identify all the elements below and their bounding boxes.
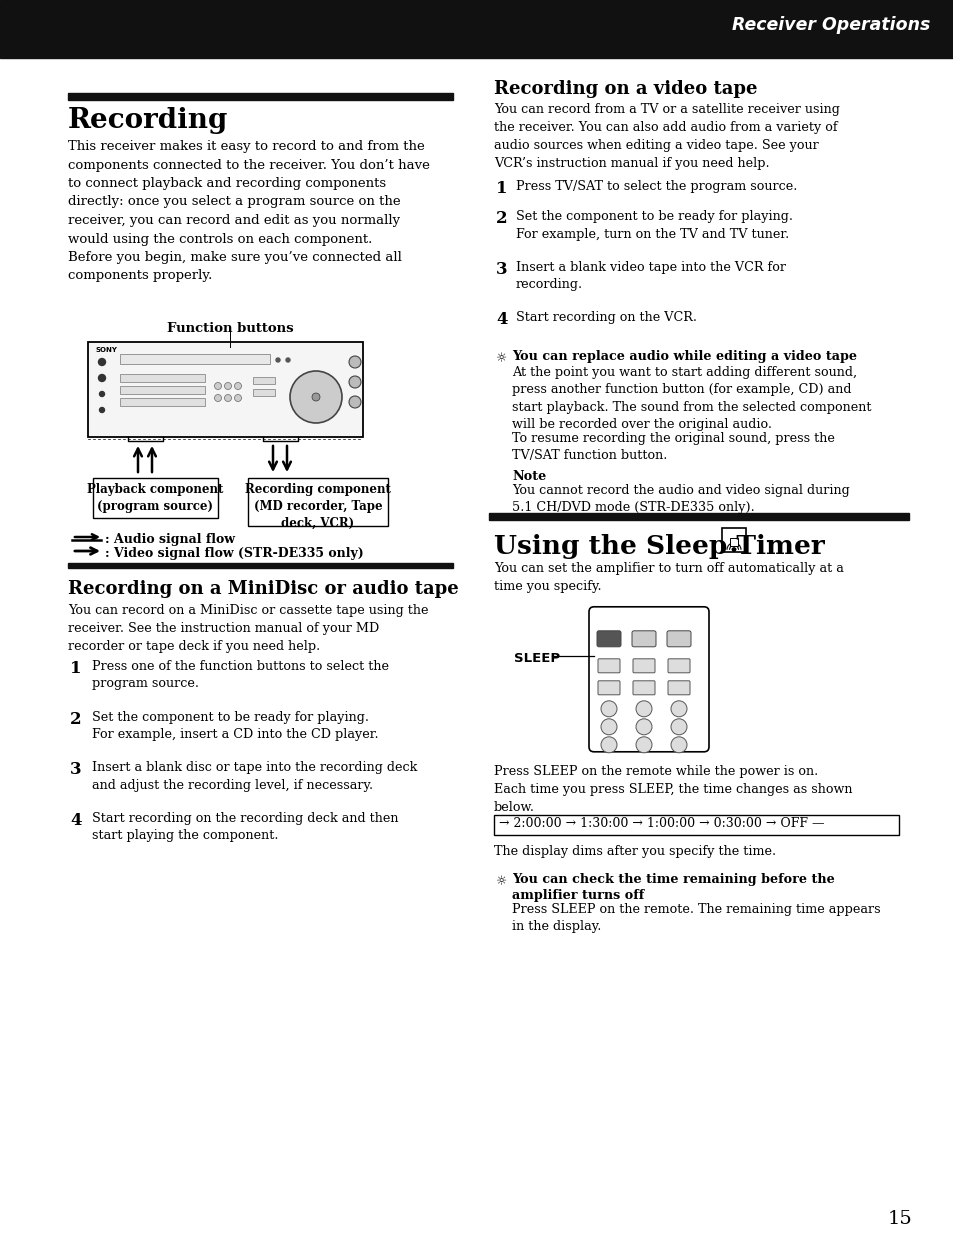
Text: ☼: ☼ xyxy=(496,352,507,364)
Bar xyxy=(729,537,738,546)
Text: SONY: SONY xyxy=(96,347,118,353)
Text: SLEEP: SLEEP xyxy=(514,652,559,664)
Bar xyxy=(120,398,205,406)
FancyBboxPatch shape xyxy=(598,680,619,695)
Circle shape xyxy=(349,396,360,408)
Circle shape xyxy=(600,719,617,735)
Circle shape xyxy=(636,737,651,753)
Text: 15: 15 xyxy=(887,1210,912,1228)
Text: : Audio signal flow: : Audio signal flow xyxy=(105,534,234,546)
FancyBboxPatch shape xyxy=(598,658,619,673)
Text: 3: 3 xyxy=(70,761,82,778)
Text: 1: 1 xyxy=(70,659,81,677)
Bar xyxy=(721,527,745,552)
Circle shape xyxy=(349,356,360,368)
Circle shape xyxy=(636,719,651,735)
Bar xyxy=(68,93,453,100)
Circle shape xyxy=(600,700,617,716)
Text: ☼: ☼ xyxy=(496,874,507,888)
Bar xyxy=(120,354,270,364)
FancyBboxPatch shape xyxy=(631,631,656,647)
Text: Insert a blank disc or tape into the recording deck
and adjust the recording lev: Insert a blank disc or tape into the rec… xyxy=(91,761,417,792)
Text: → 2:00:00 → 1:30:00 → 1:00:00 → 0:30:00 → OFF —: → 2:00:00 → 1:30:00 → 1:00:00 → 0:30:00 … xyxy=(498,816,823,830)
Circle shape xyxy=(636,700,651,716)
FancyBboxPatch shape xyxy=(633,658,655,673)
Text: Press one of the function buttons to select the
program source.: Press one of the function buttons to sel… xyxy=(91,659,389,690)
Text: To resume recording the original sound, press the
TV/SAT function button.: To resume recording the original sound, … xyxy=(512,432,834,462)
Text: Recording on a MiniDisc or audio tape: Recording on a MiniDisc or audio tape xyxy=(68,580,458,598)
Text: Set the component to be ready for playing.
For example, turn on the TV and TV tu: Set the component to be ready for playin… xyxy=(516,210,792,241)
Circle shape xyxy=(99,408,105,412)
Text: At the point you want to start adding different sound,
press another function bu: At the point you want to start adding di… xyxy=(512,366,871,431)
Text: Recording component
(MD recorder, Tape
deck, VCR): Recording component (MD recorder, Tape d… xyxy=(245,483,391,530)
Circle shape xyxy=(275,358,280,362)
Bar xyxy=(253,389,274,396)
Circle shape xyxy=(224,394,232,401)
FancyBboxPatch shape xyxy=(667,658,689,673)
Text: Recording on a video tape: Recording on a video tape xyxy=(494,80,757,98)
Text: Set the component to be ready for playing.
For example, insert a CD into the CD : Set the component to be ready for playin… xyxy=(91,710,378,741)
Bar xyxy=(253,377,274,384)
Bar xyxy=(489,513,908,520)
Text: Press TV/SAT to select the program source.: Press TV/SAT to select the program sourc… xyxy=(516,180,797,193)
Circle shape xyxy=(312,393,319,401)
Text: Press SLEEP on the remote. The remaining time appears
in the display.: Press SLEEP on the remote. The remaining… xyxy=(512,903,880,934)
Bar xyxy=(92,478,218,517)
Text: : Video signal flow (STR-DE335 only): : Video signal flow (STR-DE335 only) xyxy=(105,547,363,559)
Text: 2: 2 xyxy=(70,710,82,727)
Text: Using the Sleep Timer: Using the Sleep Timer xyxy=(494,534,824,558)
Bar xyxy=(68,563,453,568)
Text: This receiver makes it easy to record to and from the
components connected to th: This receiver makes it easy to record to… xyxy=(68,140,430,283)
FancyBboxPatch shape xyxy=(667,680,689,695)
Circle shape xyxy=(98,374,106,382)
Bar xyxy=(88,342,363,437)
Text: 2: 2 xyxy=(496,210,507,227)
Text: 1: 1 xyxy=(496,180,507,198)
Text: Start recording on the recording deck and then
start playing the component.: Start recording on the recording deck an… xyxy=(91,811,398,842)
Text: Receiver Operations: Receiver Operations xyxy=(731,16,929,35)
Circle shape xyxy=(234,383,241,389)
FancyBboxPatch shape xyxy=(588,606,708,752)
Circle shape xyxy=(600,737,617,753)
Circle shape xyxy=(224,383,232,389)
Text: 4: 4 xyxy=(496,311,507,329)
Text: Recording: Recording xyxy=(68,107,228,135)
Circle shape xyxy=(290,370,341,424)
Text: 4: 4 xyxy=(70,811,81,829)
Text: Playback component
(program source): Playback component (program source) xyxy=(87,483,223,513)
Bar xyxy=(120,387,205,394)
Text: Function buttons: Function buttons xyxy=(167,322,293,335)
Circle shape xyxy=(670,700,686,716)
Text: You cannot record the audio and video signal during
5.1 CH/DVD mode (STR-DE335 o: You cannot record the audio and video si… xyxy=(512,484,849,514)
Circle shape xyxy=(214,394,221,401)
Circle shape xyxy=(732,548,735,551)
Text: Note: Note xyxy=(512,469,546,483)
Circle shape xyxy=(99,391,105,396)
Circle shape xyxy=(349,375,360,388)
FancyBboxPatch shape xyxy=(666,631,690,647)
Circle shape xyxy=(214,383,221,389)
Circle shape xyxy=(98,358,106,366)
Circle shape xyxy=(670,737,686,753)
Text: You can set the amplifier to turn off automatically at a
time you specify.: You can set the amplifier to turn off au… xyxy=(494,562,843,593)
Bar xyxy=(494,815,898,835)
Circle shape xyxy=(234,394,241,401)
FancyBboxPatch shape xyxy=(597,631,620,647)
Text: You can record from a TV or a satellite receiver using
the receiver. You can als: You can record from a TV or a satellite … xyxy=(494,103,839,170)
Text: The display dims after you specify the time.: The display dims after you specify the t… xyxy=(494,845,776,858)
Text: Start recording on the VCR.: Start recording on the VCR. xyxy=(516,311,697,325)
Bar xyxy=(0,0,953,58)
Text: You can record on a MiniDisc or cassette tape using the
receiver. See the instru: You can record on a MiniDisc or cassette… xyxy=(68,604,428,653)
Bar xyxy=(248,478,388,526)
Bar xyxy=(120,374,205,382)
Text: You can replace audio while editing a video tape: You can replace audio while editing a vi… xyxy=(512,350,856,363)
Text: Press SLEEP on the remote while the power is on.
Each time you press SLEEP, the : Press SLEEP on the remote while the powe… xyxy=(494,764,852,814)
FancyBboxPatch shape xyxy=(633,680,655,695)
Text: 3: 3 xyxy=(496,261,507,278)
Circle shape xyxy=(286,358,290,362)
Text: You can check the time remaining before the
amplifier turns off: You can check the time remaining before … xyxy=(512,873,834,902)
Circle shape xyxy=(670,719,686,735)
Text: Insert a blank video tape into the VCR for
recording.: Insert a blank video tape into the VCR f… xyxy=(516,261,785,291)
